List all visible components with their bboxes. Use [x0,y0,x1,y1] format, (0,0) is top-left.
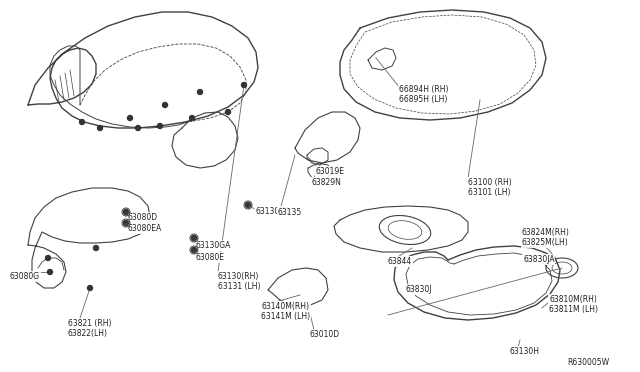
Text: 63829N: 63829N [312,178,342,187]
Text: 63140M(RH)
63141M (LH): 63140M(RH) 63141M (LH) [261,302,310,321]
Circle shape [136,125,141,131]
Circle shape [124,221,129,225]
Text: 63810M(RH)
63811M (LH): 63810M(RH) 63811M (LH) [549,295,598,314]
Text: 63830J: 63830J [406,285,433,294]
Circle shape [246,202,250,208]
Circle shape [191,235,196,241]
Text: 63130GA: 63130GA [196,241,232,250]
Circle shape [45,256,51,260]
Circle shape [124,209,129,215]
Text: 63080G: 63080G [10,272,40,281]
Circle shape [189,115,195,121]
Text: 63100 (RH)
63101 (LH): 63100 (RH) 63101 (LH) [468,178,512,198]
Text: 63019E: 63019E [316,167,345,176]
Text: 63830JA: 63830JA [523,255,555,264]
Text: 63010D: 63010D [310,330,340,339]
Circle shape [97,125,102,131]
Circle shape [47,269,52,275]
Text: 63080D: 63080D [128,213,158,222]
Circle shape [88,285,93,291]
Circle shape [93,246,99,250]
Text: 63824M(RH)
63825M(LH): 63824M(RH) 63825M(LH) [522,228,570,247]
Text: 63080EA: 63080EA [128,224,163,233]
Text: 63130H: 63130H [510,347,540,356]
Text: R630005W: R630005W [567,358,609,367]
Circle shape [79,119,84,125]
Text: 63844: 63844 [388,257,412,266]
Circle shape [225,109,230,115]
Circle shape [157,124,163,128]
Circle shape [191,247,196,253]
Text: 63080E: 63080E [196,253,225,262]
Text: 63130EB: 63130EB [255,207,289,216]
Circle shape [163,103,168,108]
Text: 66894H (RH)
66895H (LH): 66894H (RH) 66895H (LH) [399,85,449,105]
Text: 63821 (RH)
63822(LH): 63821 (RH) 63822(LH) [68,319,111,339]
Circle shape [127,115,132,121]
Text: 63135: 63135 [278,208,302,217]
Circle shape [198,90,202,94]
Circle shape [241,83,246,87]
Text: 63130(RH)
63131 (LH): 63130(RH) 63131 (LH) [218,272,260,291]
